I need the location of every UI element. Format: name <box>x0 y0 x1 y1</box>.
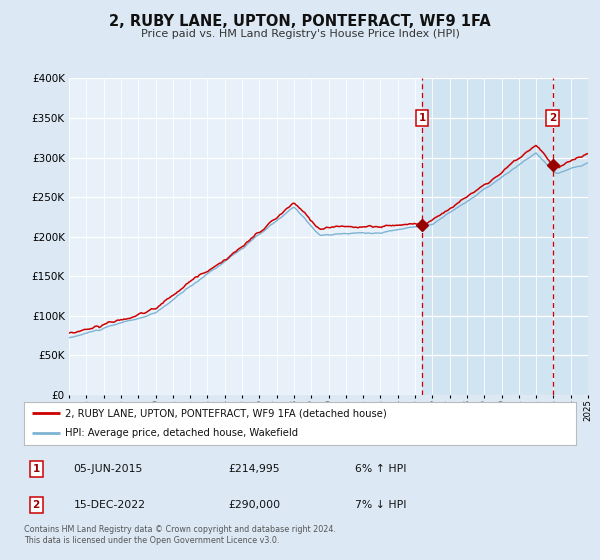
Text: Contains HM Land Registry data © Crown copyright and database right 2024.
This d: Contains HM Land Registry data © Crown c… <box>24 525 336 545</box>
Text: 1: 1 <box>419 113 426 123</box>
Bar <box>422 78 588 395</box>
Text: 05-JUN-2015: 05-JUN-2015 <box>74 464 143 474</box>
Text: 2: 2 <box>32 501 40 510</box>
Text: 2, RUBY LANE, UPTON, PONTEFRACT, WF9 1FA (detached house): 2, RUBY LANE, UPTON, PONTEFRACT, WF9 1FA… <box>65 408 387 418</box>
Text: £214,995: £214,995 <box>228 464 280 474</box>
Text: 6% ↑ HPI: 6% ↑ HPI <box>355 464 407 474</box>
Text: 7% ↓ HPI: 7% ↓ HPI <box>355 501 407 510</box>
Text: 2: 2 <box>549 113 556 123</box>
Text: Price paid vs. HM Land Registry's House Price Index (HPI): Price paid vs. HM Land Registry's House … <box>140 29 460 39</box>
Text: 15-DEC-2022: 15-DEC-2022 <box>74 501 146 510</box>
Text: £290,000: £290,000 <box>228 501 280 510</box>
Text: 2, RUBY LANE, UPTON, PONTEFRACT, WF9 1FA: 2, RUBY LANE, UPTON, PONTEFRACT, WF9 1FA <box>109 14 491 29</box>
Text: 1: 1 <box>32 464 40 474</box>
Text: HPI: Average price, detached house, Wakefield: HPI: Average price, detached house, Wake… <box>65 428 299 438</box>
